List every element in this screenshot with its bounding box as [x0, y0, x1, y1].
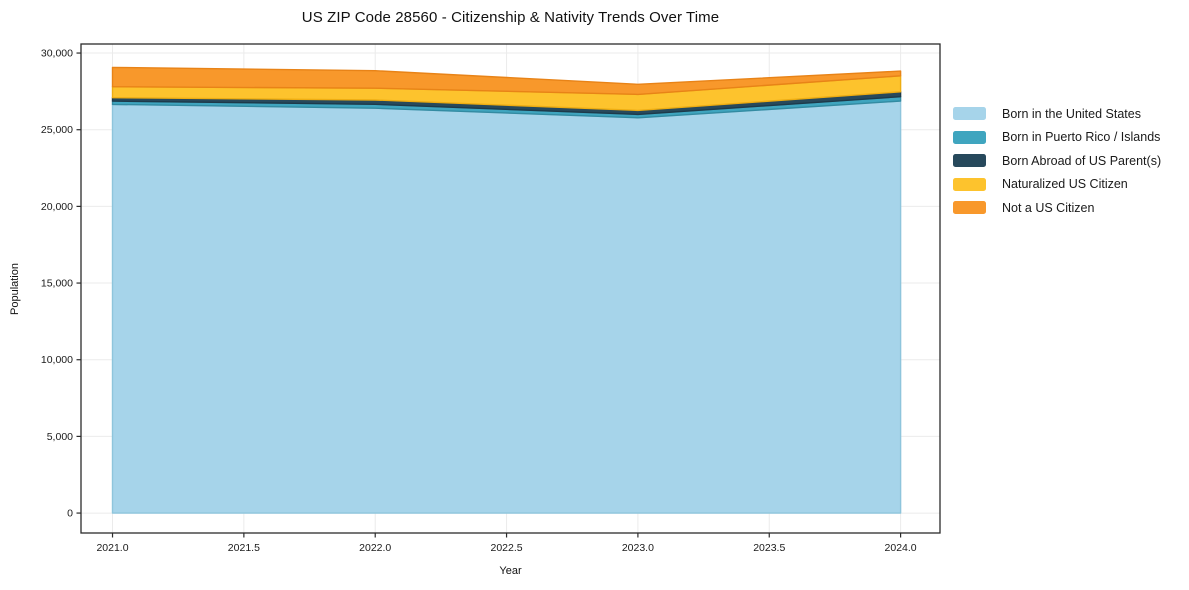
legend-label: Born Abroad of US Parent(s)	[1002, 153, 1162, 168]
legend: Born in the United States Born in Puerto …	[953, 102, 1161, 220]
area-not-a-us-citizen	[111, 66, 902, 96]
legend-label: Born in the United States	[1002, 106, 1141, 121]
x-tick-label: 2021.0	[96, 542, 128, 554]
legend-swatch	[953, 177, 986, 191]
legend-item: Naturalized US Citizen	[953, 173, 1161, 197]
legend-item: Born in Puerto Rico / Islands	[953, 126, 1161, 150]
legend-item: Born Abroad of US Parent(s)	[953, 149, 1161, 173]
x-tick-label: 2021.5	[228, 542, 260, 554]
legend-swatch	[953, 107, 986, 121]
legend-item: Born in the United States	[953, 102, 1161, 126]
y-tick-label: 10,000	[41, 354, 73, 366]
area-born-in-the-united-states	[111, 100, 902, 514]
legend-swatch	[953, 154, 986, 168]
legend-swatch	[953, 130, 986, 144]
legend-label: Naturalized US Citizen	[1002, 177, 1128, 192]
x-tick-label: 2023.0	[622, 542, 654, 554]
x-tick-label: 2024.0	[885, 542, 917, 554]
x-tick-label: 2022.5	[490, 542, 522, 554]
legend-label: Not a US Citizen	[1002, 200, 1095, 215]
chart-title: US ZIP Code 28560 - Citizenship & Nativi…	[301, 9, 720, 26]
legend-swatch	[953, 201, 986, 215]
y-axis-label: Population	[9, 263, 21, 315]
y-tick-label: 15,000	[41, 278, 73, 290]
y-tick-label: 30,000	[41, 48, 73, 60]
y-tick-label: 20,000	[41, 201, 73, 213]
y-tick-label: 25,000	[41, 124, 73, 136]
x-tick-label: 2022.0	[359, 542, 391, 554]
legend-item: Not a US Citizen	[953, 196, 1161, 220]
plot-frame	[80, 43, 941, 534]
x-tick-label: 2023.5	[753, 542, 785, 554]
x-axis-label: Year	[499, 565, 522, 577]
y-tick-label: 0	[67, 508, 73, 520]
y-tick-label: 5,000	[47, 431, 73, 443]
legend-label: Born in Puerto Rico / Islands	[1002, 130, 1161, 145]
